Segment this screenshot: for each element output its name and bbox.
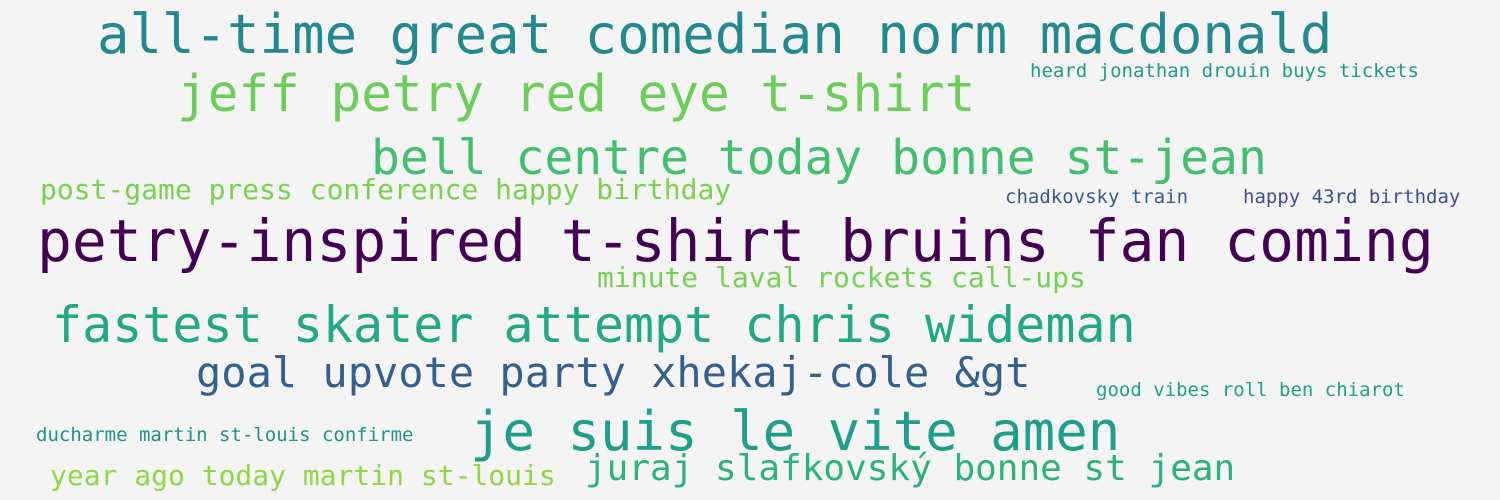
phrase-year-ago-today: year ago today martin st-louis (50, 459, 556, 492)
phrase-jeff-petry-red-eye: jeff petry red eye t-shirt (177, 65, 976, 124)
phrase-happy-43rd-birthday: happy 43rd birthday (1243, 186, 1461, 208)
phrase-ducharme-martin-st-louis: ducharme martin st-louis confirme (36, 424, 414, 446)
phrase-je-suis-le-vite: je suis le vite amen (470, 400, 1121, 463)
phrase-minute-laval-rockets: minute laval rockets call-ups (597, 261, 1086, 294)
phrase-petry-inspired-t-shirt: petry-inspired t-shirt bruins fan coming (37, 207, 1434, 275)
phrase-fastest-skater-attempt: fastest skater attempt chris wideman (52, 296, 1136, 354)
phrase-post-game-press-conference: post-game press conference happy birthda… (40, 173, 732, 206)
phrase-goal-upvote-party: goal upvote party xhekaj-cole &gt (196, 348, 1031, 397)
phrase-chadkovsky-train: chadkovsky train (1005, 186, 1189, 208)
phrase-heard-jonathan-drouin: heard jonathan drouin buys tickets (1030, 60, 1419, 82)
phrase-juraj-slafkovsky: juraj slafkovský bonne st jean (585, 448, 1236, 489)
phrase-bell-centre-today: bell centre today bonne st-jean (371, 130, 1267, 186)
phrase-all-time-great-comedian: all-time great comedian norm macdonald (97, 3, 1333, 66)
phrase-good-vibes-roll: good vibes roll ben chiarot (1096, 379, 1405, 401)
